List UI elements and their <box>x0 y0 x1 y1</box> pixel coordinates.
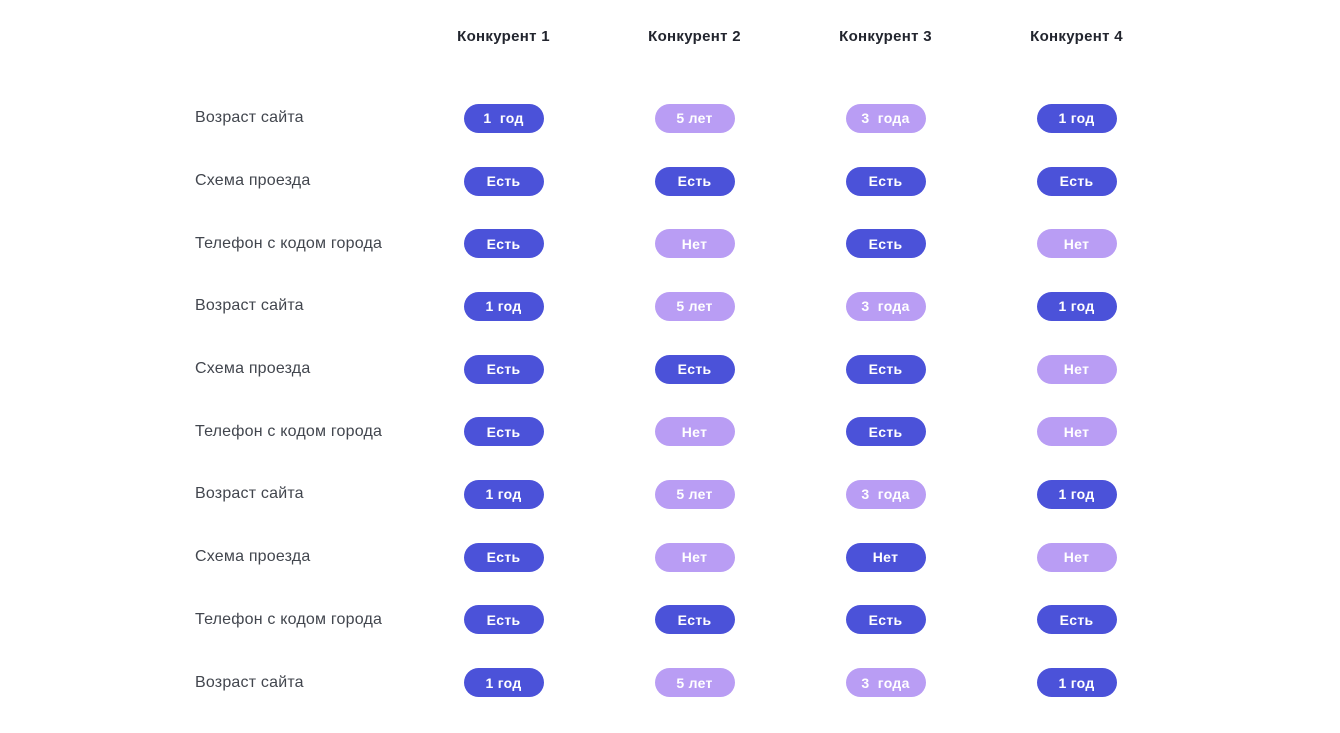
value-pill: 3 года <box>845 103 926 133</box>
value-pill: Есть <box>463 354 544 384</box>
row-label: Телефон с кодом города <box>195 234 383 252</box>
value-pill: Есть <box>654 605 735 635</box>
value-pill: 3 года <box>845 668 926 698</box>
value-pill: 1 год <box>463 479 544 509</box>
value-pill: Есть <box>463 417 544 447</box>
table-row: Схема проезда Есть Есть Есть Есть <box>195 150 1340 213</box>
table-row: Схема проезда Есть Нет Нет Нет <box>195 526 1340 589</box>
value-pill: 3 года <box>845 479 926 509</box>
row-label: Схема проезда <box>195 548 311 566</box>
table-row: Возраст сайта 1 год 5 лет 3 года 1 год <box>195 651 1340 714</box>
value-pill: 1 год <box>463 668 544 698</box>
column-header-competitor-3: Конкурент 3 <box>839 28 932 45</box>
table-row: Возраст сайта 1 год 5 лет 3 года 1 год <box>195 463 1340 526</box>
table-row: Возраст сайта 1 год 5 лет 3 года 1 год <box>195 87 1340 150</box>
value-pill: 1 год <box>1036 291 1117 321</box>
table-row: Возраст сайта 1 год 5 лет 3 года 1 год <box>195 275 1340 338</box>
value-pill: Есть <box>1036 605 1117 635</box>
row-label: Возраст сайта <box>195 109 304 127</box>
value-pill: Нет <box>654 417 735 447</box>
column-header-competitor-1: Конкурент 1 <box>457 28 550 45</box>
row-label: Возраст сайта <box>195 673 304 691</box>
value-pill: 1 год <box>1036 103 1117 133</box>
value-pill: 1 год <box>1036 668 1117 698</box>
table-row: Телефон с кодом города Есть Нет Есть Нет <box>195 400 1340 463</box>
value-pill: Есть <box>845 229 926 259</box>
value-pill: Есть <box>845 354 926 384</box>
value-pill: Нет <box>1036 542 1117 572</box>
row-label: Телефон с кодом города <box>195 610 383 628</box>
table-row: Схема проезда Есть Есть Есть Нет <box>195 338 1340 401</box>
row-label: Возраст сайта <box>195 297 304 315</box>
value-pill: Нет <box>1036 229 1117 259</box>
column-header-competitor-2: Конкурент 2 <box>648 28 741 45</box>
table-row: Телефон с кодом города Есть Есть Есть Ес… <box>195 589 1340 652</box>
value-pill: Есть <box>463 542 544 572</box>
value-pill: Есть <box>463 605 544 635</box>
value-pill: Есть <box>845 417 926 447</box>
column-header-competitor-4: Конкурент 4 <box>1030 28 1123 45</box>
value-pill: Есть <box>654 166 735 196</box>
value-pill: 5 лет <box>654 668 735 698</box>
value-pill: 5 лет <box>654 291 735 321</box>
row-label: Схема проезда <box>195 172 311 190</box>
value-pill: Нет <box>845 542 926 572</box>
value-pill: Нет <box>1036 354 1117 384</box>
value-pill: Есть <box>845 166 926 196</box>
value-pill: Нет <box>1036 417 1117 447</box>
value-pill: 5 лет <box>654 479 735 509</box>
value-pill: Есть <box>463 166 544 196</box>
value-pill: Есть <box>1036 166 1117 196</box>
value-pill: Нет <box>654 542 735 572</box>
value-pill: 1 год <box>463 103 544 133</box>
value-pill: 3 года <box>845 291 926 321</box>
value-pill: Есть <box>654 354 735 384</box>
header-row: Конкурент 1 Конкурент 2 Конкурент 3 Конк… <box>195 0 1340 87</box>
value-pill: 5 лет <box>654 103 735 133</box>
value-pill: Есть <box>845 605 926 635</box>
table-row: Телефон с кодом города Есть Нет Есть Нет <box>195 212 1340 275</box>
value-pill: 1 год <box>1036 479 1117 509</box>
value-pill: Нет <box>654 229 735 259</box>
row-label: Схема проезда <box>195 360 311 378</box>
row-label: Возраст сайта <box>195 485 304 503</box>
value-pill: Есть <box>463 229 544 259</box>
row-label: Телефон с кодом города <box>195 422 383 440</box>
value-pill: 1 год <box>463 291 544 321</box>
